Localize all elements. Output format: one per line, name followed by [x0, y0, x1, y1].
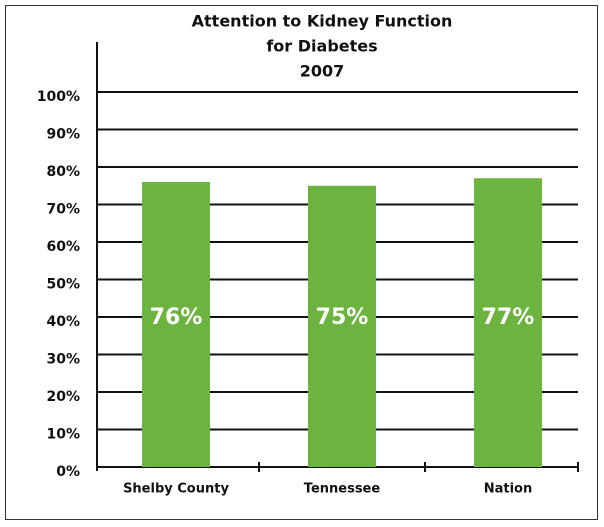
x-tick-label: Shelby County: [123, 482, 229, 497]
y-tick-label: 0%: [56, 464, 80, 480]
y-tick-label: 40%: [46, 314, 80, 330]
y-tick-label: 70%: [46, 202, 80, 218]
y-tick-label: 80%: [46, 164, 80, 180]
y-tick-label: 60%: [46, 239, 80, 255]
bar: [308, 185, 376, 467]
y-tick-label: 100%: [37, 89, 80, 105]
y-tick-label: 50%: [46, 277, 80, 293]
chart-title: for Diabetes: [266, 37, 377, 56]
value-label: 76%: [150, 305, 203, 330]
x-tick-label: Nation: [484, 482, 533, 497]
y-tick-label: 10%: [46, 427, 80, 443]
bar: [142, 182, 210, 467]
y-tick-label: 20%: [46, 389, 80, 405]
value-label: 77%: [482, 305, 535, 330]
x-tick-label: Tennessee: [304, 482, 381, 497]
value-label: 75%: [316, 305, 369, 330]
bar: [474, 178, 542, 467]
y-tick-label: 30%: [46, 352, 80, 368]
chart-title: 2007: [300, 62, 345, 81]
chart-title: Attention to Kidney Function: [192, 12, 453, 31]
y-tick-label: 90%: [46, 127, 80, 143]
